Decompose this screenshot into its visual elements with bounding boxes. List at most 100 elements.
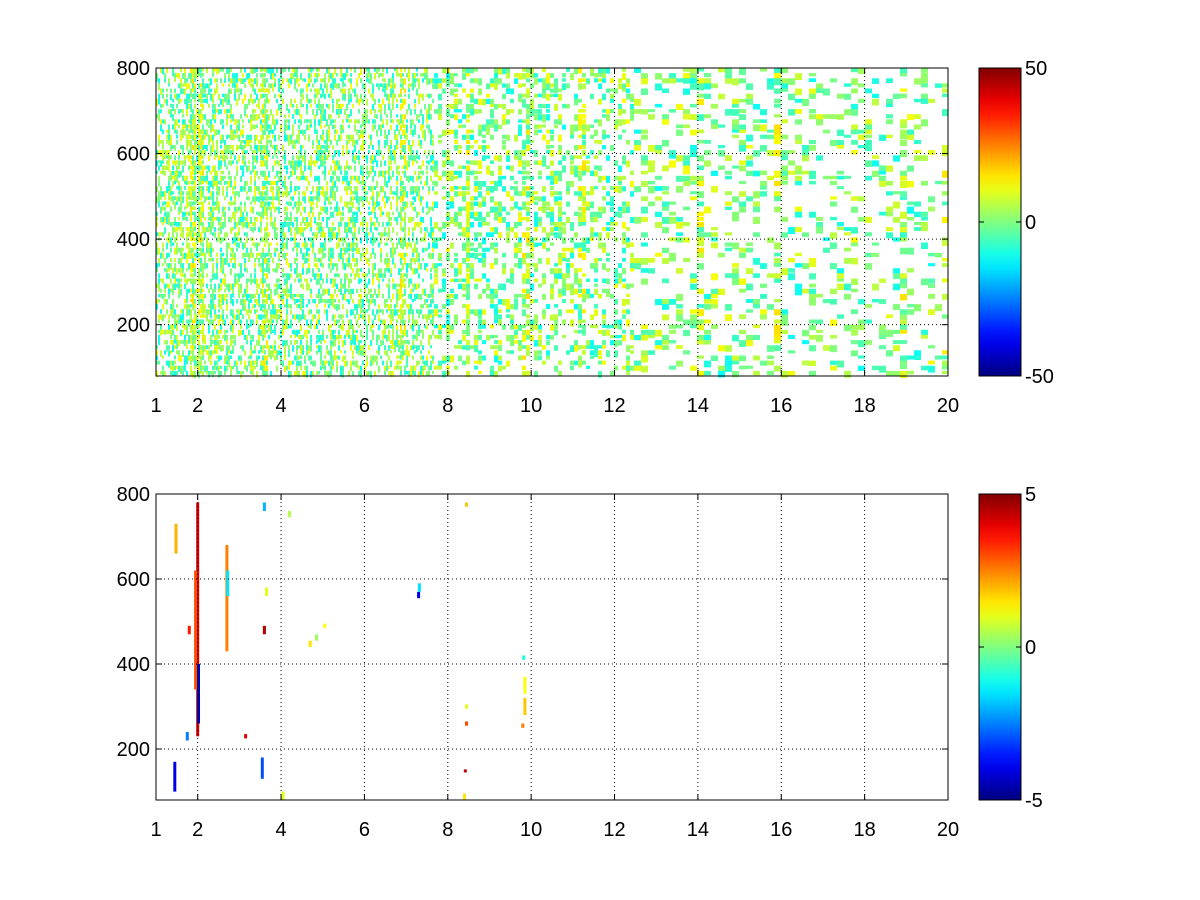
- heatmap-cell: [196, 196, 198, 203]
- heatmap-cell: [302, 345, 304, 353]
- heatmap-cell: [170, 196, 172, 202]
- heatmap-cell: [392, 334, 394, 342]
- heatmap-cell: [454, 145, 458, 151]
- heatmap-cell: [358, 345, 360, 351]
- heatmap-cell: [396, 222, 398, 226]
- heatmap-cell: [412, 299, 414, 303]
- heatmap-cell: [236, 278, 238, 285]
- heatmap-cell: [478, 232, 482, 237]
- heatmap-cell: [188, 247, 190, 253]
- heatmap-cell: [228, 73, 230, 81]
- heatmap-cell: [302, 304, 304, 309]
- heatmap-cell: [286, 103, 288, 111]
- heatmap-cell: [186, 145, 188, 151]
- heatmap-cell: [316, 293, 318, 298]
- heatmap-cell: [478, 293, 482, 300]
- heatmap-cell: [190, 355, 192, 363]
- heatmap-cell: [296, 68, 298, 75]
- heatmap-cell: [200, 196, 202, 201]
- heatmap-cell: [344, 88, 346, 95]
- heatmap-cell: [218, 355, 220, 362]
- heatmap-cell: [428, 304, 430, 308]
- heatmap-cell: [284, 278, 286, 286]
- heatmap-cell: [198, 319, 200, 326]
- heatmap-cell: [340, 88, 342, 93]
- heatmap-cell: [494, 257, 498, 265]
- heatmap-cell: [422, 114, 424, 121]
- heatmap-cell: [402, 299, 404, 305]
- heatmap-cell: [462, 293, 466, 298]
- heatmap-cell: [518, 160, 522, 167]
- heatmap-cell: [406, 124, 408, 130]
- heatmap-cell: [220, 268, 222, 273]
- heatmap-cell: [180, 309, 182, 314]
- heatmap-cell: [260, 252, 262, 259]
- heatmap-cell: [176, 334, 178, 341]
- heatmap-cell: [198, 129, 200, 136]
- heatmap-cell: [344, 186, 346, 192]
- heatmap-cell: [418, 191, 420, 199]
- heatmap-cell: [466, 68, 470, 75]
- heatmap-cell: [320, 109, 322, 115]
- heatmap-cell: [366, 155, 368, 162]
- heatmap-cell: [306, 365, 308, 372]
- heatmap-cell: [442, 360, 446, 364]
- heatmap-cell: [228, 98, 230, 105]
- heatmap-cell: [450, 242, 454, 249]
- heatmap-cell: [168, 124, 170, 131]
- heatmap-cell: [438, 93, 442, 101]
- heatmap-cell: [462, 360, 466, 366]
- heatmap-cell: [384, 83, 386, 89]
- heatmap-cell: [198, 73, 200, 77]
- heatmap-cell: [470, 170, 474, 176]
- heatmap-cell: [176, 134, 178, 139]
- heatmap-cell: [192, 283, 194, 291]
- heatmap-cell: [290, 180, 292, 188]
- heatmap-cell: [256, 355, 258, 362]
- heatmap-cell: [432, 309, 434, 314]
- heatmap-cell: [236, 119, 238, 124]
- heatmap-cell: [362, 222, 364, 227]
- heatmap-cell: [290, 268, 292, 272]
- heatmap-cell: [182, 160, 184, 165]
- heatmap-cell: [370, 165, 372, 171]
- heatmap-cell: [356, 119, 358, 124]
- heatmap-cell: [346, 170, 348, 176]
- heatmap-cell: [338, 211, 340, 216]
- heatmap-cell: [186, 293, 188, 300]
- heatmap-cell: [168, 252, 170, 258]
- heatmap-cell: [328, 263, 330, 269]
- heatmap-cell: [226, 304, 228, 311]
- heatmap-cell: [362, 216, 364, 224]
- heatmap-cell: [412, 150, 414, 155]
- heatmap-cell: [214, 350, 216, 354]
- heatmap-cell: [178, 73, 180, 79]
- heatmap-cell: [180, 257, 182, 263]
- heatmap-cell: [382, 222, 384, 227]
- heatmap-cell: [412, 370, 414, 375]
- heatmap-cell: [232, 227, 234, 231]
- heatmap-cell: [374, 98, 376, 105]
- heatmap-cell: [312, 314, 314, 321]
- heatmap-cell: [190, 175, 192, 180]
- heatmap-cell: [376, 180, 378, 188]
- heatmap-cell: [210, 206, 212, 213]
- heatmap-cell: [202, 165, 204, 172]
- heatmap-cell: [406, 201, 408, 208]
- heatmap-cell: [356, 216, 358, 224]
- heatmap-cell: [198, 227, 200, 234]
- heatmap-cell: [192, 293, 194, 302]
- heatmap-cell: [242, 345, 244, 352]
- heatmap-cell: [188, 124, 190, 129]
- heatmap-cell: [282, 155, 284, 160]
- heatmap-cell: [350, 175, 352, 181]
- heatmap-cell: [262, 365, 264, 372]
- heatmap-cell: [370, 134, 372, 142]
- heatmap-cell: [204, 93, 206, 98]
- heatmap-cell: [158, 283, 160, 290]
- heatmap-cell: [296, 340, 298, 344]
- heatmap-cell: [184, 278, 186, 283]
- heatmap-cell: [490, 78, 494, 85]
- heatmap-cell: [304, 222, 306, 226]
- heatmap-cell: [388, 355, 390, 361]
